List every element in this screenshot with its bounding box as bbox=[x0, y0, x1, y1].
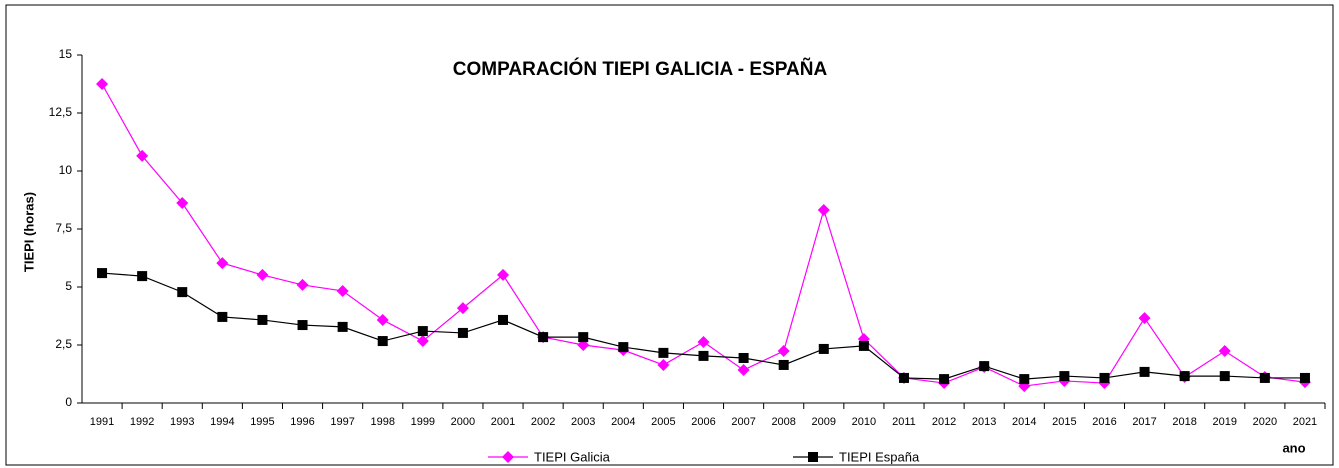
data-point bbox=[256, 268, 269, 281]
x-tick-label: 1996 bbox=[290, 416, 314, 428]
y-axis-label: TIEPI (horas) bbox=[21, 192, 36, 272]
data-point bbox=[217, 311, 228, 322]
y-tick-label: 7,5 bbox=[55, 221, 72, 235]
x-tick-label: 2013 bbox=[972, 416, 996, 428]
legend-label: TIEPI España bbox=[839, 449, 920, 464]
data-point bbox=[1299, 372, 1310, 383]
x-tick-label: 1991 bbox=[90, 416, 114, 428]
data-point bbox=[658, 347, 669, 358]
x-tick-label: 2008 bbox=[771, 416, 795, 428]
x-tick-label: 2014 bbox=[1012, 416, 1036, 428]
data-point bbox=[497, 268, 510, 281]
x-tick-label: 2002 bbox=[531, 416, 555, 428]
y-tick-label: 2,5 bbox=[55, 337, 72, 351]
y-tick-label: 12,5 bbox=[49, 105, 73, 119]
data-point bbox=[697, 335, 710, 348]
x-tick-label: 1994 bbox=[210, 416, 234, 428]
x-axis-label: ano bbox=[1282, 440, 1305, 455]
legend-label: TIEPI Galicia bbox=[534, 449, 611, 464]
x-tick-label: 2009 bbox=[812, 416, 836, 428]
data-point bbox=[456, 302, 469, 315]
data-point bbox=[1259, 372, 1270, 383]
data-point bbox=[1218, 345, 1231, 358]
data-point bbox=[538, 332, 549, 343]
data-point bbox=[336, 284, 349, 297]
data-point bbox=[137, 271, 148, 282]
x-tick-label: 1997 bbox=[330, 416, 354, 428]
x-tick-label: 2003 bbox=[571, 416, 595, 428]
data-point bbox=[818, 343, 829, 354]
x-tick-label: 1998 bbox=[370, 416, 394, 428]
x-tick-label: 1992 bbox=[130, 416, 154, 428]
x-tick-label: 2015 bbox=[1052, 416, 1076, 428]
data-point bbox=[1019, 374, 1030, 385]
x-tick-label: 2017 bbox=[1132, 416, 1156, 428]
x-tick-label: 2020 bbox=[1253, 416, 1277, 428]
x-tick-label: 2001 bbox=[491, 416, 515, 428]
chart-title: COMPARACIÓN TIEPI GALICIA - ESPAÑA bbox=[453, 58, 828, 80]
data-point bbox=[1219, 371, 1230, 382]
data-point bbox=[578, 332, 589, 343]
y-tick-label: 15 bbox=[59, 47, 73, 61]
data-point bbox=[817, 203, 830, 216]
data-point bbox=[96, 78, 109, 90]
data-point bbox=[1138, 312, 1151, 325]
data-point bbox=[97, 268, 108, 279]
y-tick-label: 5 bbox=[65, 279, 72, 293]
x-tick-label: 1999 bbox=[411, 416, 435, 428]
data-point bbox=[618, 342, 629, 353]
data-point bbox=[498, 314, 509, 325]
data-point bbox=[176, 197, 189, 210]
x-tick-label: 2006 bbox=[691, 416, 715, 428]
y-tick-label: 10 bbox=[59, 163, 73, 177]
data-point bbox=[698, 350, 709, 361]
data-point bbox=[1139, 366, 1150, 377]
data-point bbox=[898, 372, 909, 383]
x-tick-label: 1995 bbox=[250, 416, 274, 428]
x-tick-label: 2005 bbox=[651, 416, 675, 428]
x-tick-label: 1993 bbox=[170, 416, 194, 428]
x-tick-label: 2018 bbox=[1172, 416, 1196, 428]
data-point bbox=[738, 352, 749, 363]
x-tick-label: 2021 bbox=[1293, 416, 1317, 428]
data-point bbox=[337, 321, 348, 332]
x-tick-label: 2010 bbox=[852, 416, 876, 428]
data-point bbox=[778, 359, 789, 370]
data-point bbox=[216, 257, 229, 270]
x-tick-label: 2000 bbox=[451, 416, 475, 428]
data-point bbox=[297, 320, 308, 331]
data-point bbox=[177, 287, 188, 298]
data-point bbox=[417, 326, 428, 337]
data-point bbox=[1099, 372, 1110, 383]
x-tick-label: 2004 bbox=[611, 416, 635, 428]
data-point bbox=[416, 335, 429, 348]
legend-marker bbox=[808, 452, 818, 462]
data-point bbox=[296, 278, 309, 291]
x-tick-label: 2011 bbox=[892, 416, 916, 428]
data-point bbox=[1059, 371, 1070, 382]
legend-marker bbox=[502, 451, 514, 463]
data-point bbox=[657, 358, 670, 371]
data-point bbox=[979, 361, 990, 372]
chart-frame bbox=[5, 4, 1334, 466]
data-point bbox=[1179, 371, 1190, 382]
data-point bbox=[457, 327, 468, 338]
data-point bbox=[858, 340, 869, 351]
x-tick-label: 2012 bbox=[932, 416, 956, 428]
x-tick-label: 2016 bbox=[1092, 416, 1116, 428]
data-point bbox=[136, 149, 149, 162]
x-tick-label: 2007 bbox=[731, 416, 755, 428]
data-point bbox=[376, 313, 389, 326]
data-point bbox=[777, 345, 790, 358]
x-tick-label: 2019 bbox=[1213, 416, 1237, 428]
y-tick-label: 0 bbox=[65, 395, 72, 409]
data-point bbox=[377, 336, 388, 347]
data-point bbox=[257, 314, 268, 325]
data-point bbox=[737, 364, 750, 377]
data-point bbox=[939, 374, 950, 385]
